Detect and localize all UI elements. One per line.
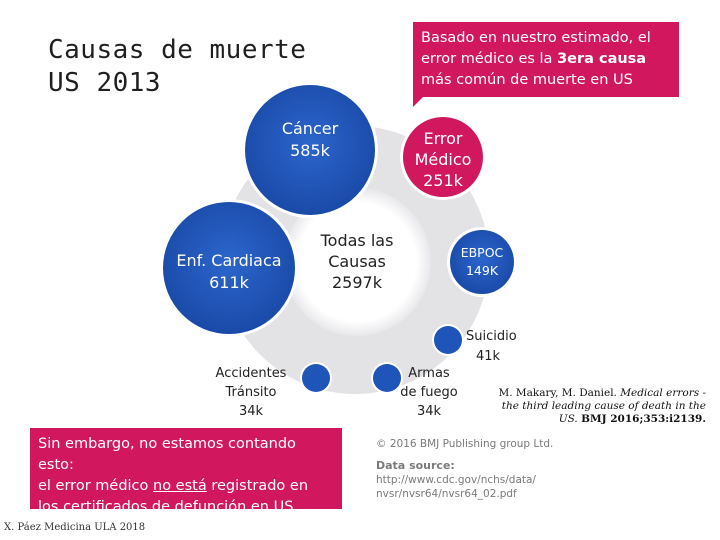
callout-pointer (413, 97, 423, 107)
accidentes-line-2: Tránsito (225, 385, 277, 400)
cancer-name: Cáncer (281, 119, 339, 138)
page-title: Causas de muerte US 2013 (48, 34, 306, 100)
accidentes-label: Accidentes Tránsito 34k (206, 364, 296, 421)
footer-credit: X. Páez Medicina ULA 2018 (4, 522, 146, 533)
epoc-value: 149K (465, 263, 499, 278)
suicidio-value: 41k (476, 349, 501, 364)
note-underlined: no está (153, 478, 207, 494)
armas-bubble-fill (373, 364, 401, 392)
epoc-name: EBPOC (460, 245, 504, 260)
total-line-2: Causas (328, 252, 386, 271)
note-box: Sin embargo, no estamos contando esto: e… (30, 428, 342, 515)
cardiaca-value: 611k (209, 273, 249, 292)
data-source: © 2016 BMJ Publishing group Ltd. Data so… (376, 437, 586, 501)
callout-text-1: Basado en nuestro estimado, el error méd… (421, 30, 651, 67)
reference-title: Medical errors - the third leading cause… (501, 387, 706, 425)
total-line-1: Todas las (320, 231, 394, 250)
data-source-url-2: nvsr/nvsr64/nvsr64_02.pdf (376, 488, 517, 500)
title-line-1: Causas de muerte (48, 35, 307, 65)
data-source-url-1: http://www.cdc.gov/nchs/data/ (376, 474, 536, 486)
cardiaca-name: Enf. Cardiaca (176, 251, 282, 270)
cancer-label: Cáncer 585k (260, 118, 360, 162)
title-line-2: US 2013 (48, 68, 162, 98)
error-medico-label: Error Médico 251k (403, 128, 483, 191)
accidentes-bubble-fill (302, 364, 330, 392)
note-line-2-b: registrado en (206, 478, 309, 494)
note-line-2-a: el error médico (38, 478, 154, 494)
accidentes-value: 34k (238, 404, 264, 419)
epoc-bubble-fill (450, 230, 514, 294)
armas-line-2: de fuego (400, 385, 458, 400)
cancer-bubble-fill (245, 85, 375, 215)
reference: M. Makary, M. Daniel. Medical errors - t… (498, 387, 706, 426)
cancer-value: 585k (290, 141, 330, 160)
callout-text-2: más común de muerte en US (421, 72, 633, 88)
total-value: 2597k (332, 273, 382, 292)
suicidio-label: Suicidio 41k (466, 327, 536, 367)
reference-journal: BMJ 2016;353:i2139. (581, 413, 706, 425)
cardiaca-label: Enf. Cardiaca 611k (164, 250, 294, 294)
note-line-1: Sin embargo, no estamos contando esto: (38, 436, 296, 473)
all-causes-bubble (283, 188, 431, 336)
armas-line-1: Armas (408, 366, 450, 381)
total-label: Todas las Causas 2597k (307, 230, 407, 293)
error-medico-bubble-fill (403, 117, 483, 197)
copyright-line: © 2016 BMJ Publishing group Ltd. (376, 438, 554, 450)
callout-box: Basado en nuestro estimado, el error méd… (413, 22, 679, 107)
accidentes-line-1: Accidentes (215, 366, 287, 381)
error-line-2: Médico (414, 150, 472, 169)
armas-label: Armas de fuego 34k (396, 364, 462, 421)
error-value: 251k (423, 171, 463, 190)
note-line-3: los certificados de defunción en US (38, 499, 294, 515)
cardiaca-bubble-fill (163, 202, 295, 334)
note-line-2: el error médico no está registrado en (38, 476, 334, 497)
suicidio-bubble-fill (434, 326, 462, 354)
error-line-1: Error (423, 129, 463, 148)
data-source-heading: Data source: (376, 459, 455, 472)
armas-value: 34k (416, 404, 442, 419)
epoc-label: EBPOC 149K (452, 244, 512, 280)
reference-authors: M. Makary, M. Daniel. (498, 387, 617, 399)
callout-text-bold: 3era causa (557, 51, 647, 67)
suicidio-name: Suicidio (466, 329, 517, 344)
